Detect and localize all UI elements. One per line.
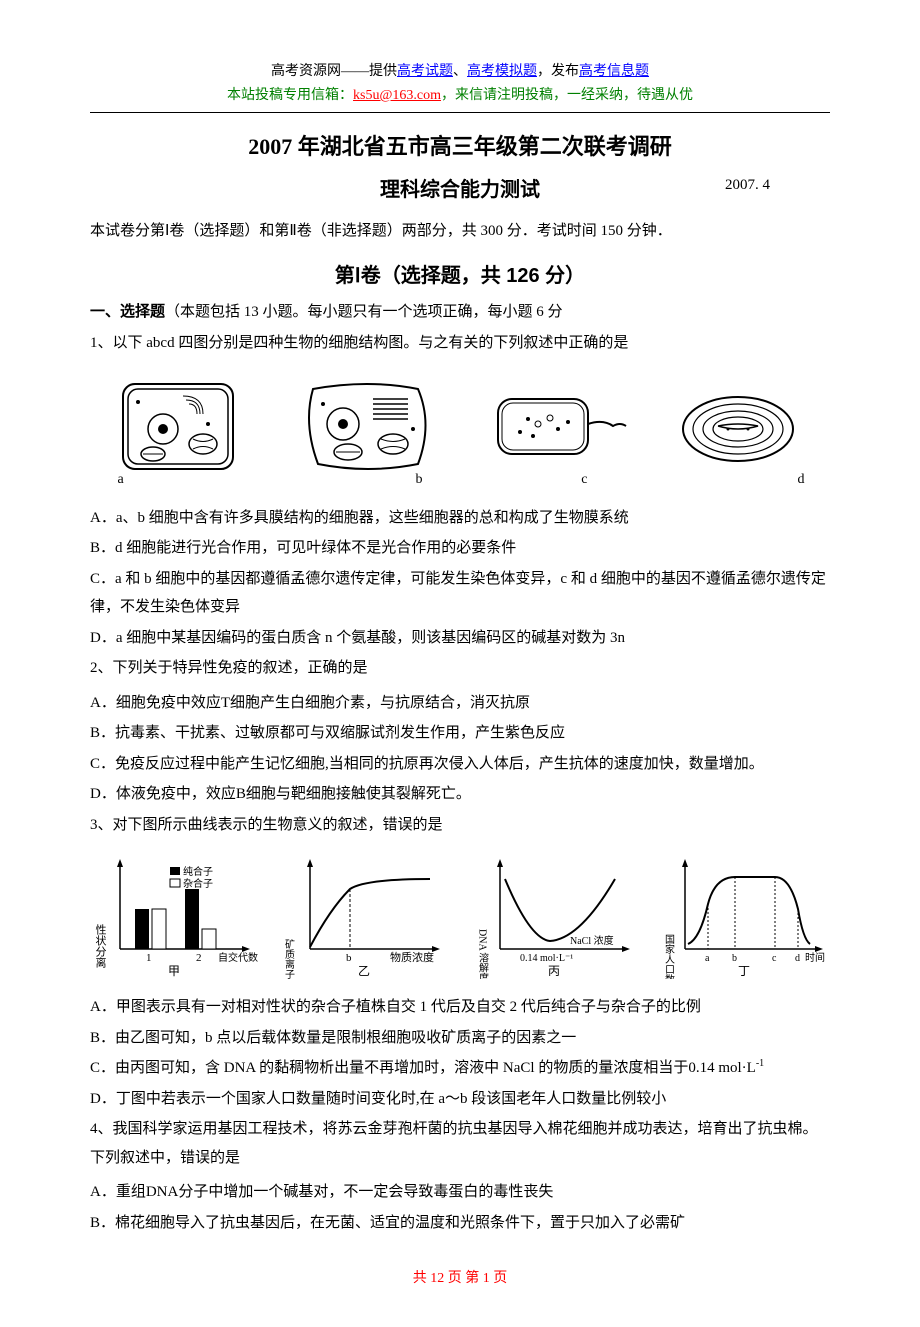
section-head-bold: 一、选择题 xyxy=(90,303,165,320)
q3-option-a: A．甲图表示具有一对相对性状的杂合子植株自交 1 代后及自交 2 代后纯合子与杂… xyxy=(90,993,830,1022)
q4-option-b: B．棉花细胞导入了抗虫基因后，在无菌、适宜的温度和光照条件下，置于只加入了必需矿 xyxy=(90,1209,830,1238)
q4-option-a: A．重组DNA分子中增加一个碱基对，不一定会导致毒蛋白的毒性丧失 xyxy=(90,1178,830,1207)
q3-charts-row: 纯合子 杂合子 性状分离 1 2 自交代数 甲 矿质离子吸收相对量 b 物质浓度… xyxy=(90,849,830,979)
chart-yi: 矿质离子吸收相对量 b 物质浓度 乙 xyxy=(280,849,450,979)
cell-d-label: d xyxy=(798,472,805,488)
q1-option-c: C．a 和 b 细胞中的基因都遵循孟德尔遗传定律，可能发生染色体变异，c 和 d… xyxy=(90,565,830,622)
header-line-1: 高考资源网——提供高考试题、高考模拟题，发布高考信息题 xyxy=(90,60,830,80)
cell-a-svg xyxy=(108,374,258,484)
header-mid: ，发布 xyxy=(537,64,579,79)
legend-2: 杂合子 xyxy=(183,877,213,890)
ding-ylabel: 国家人口数量 xyxy=(663,934,675,979)
bing-xlabel: NaCl 浓度 xyxy=(570,934,614,947)
header-sep1: 、 xyxy=(453,64,467,79)
subtitle-row: 理科综合能力测试 2007. 4 xyxy=(90,173,830,202)
cell-d-svg xyxy=(663,374,813,484)
section-1-title: 第Ⅰ卷（选择题，共 126 分） xyxy=(90,259,830,288)
ding-c: c xyxy=(772,953,777,964)
yi-name: 乙 xyxy=(358,964,370,978)
legend-1: 纯合子 xyxy=(183,865,213,878)
question-1: 1、以下 abcd 四图分别是四种生物的细胞结构图。与之有关的下列叙述中正确的是 xyxy=(90,329,830,358)
question-4: 4、我国科学家运用基因工程技术，将苏云金芽孢杆菌的抗虫基因导入棉花细胞并成功表达… xyxy=(90,1115,830,1172)
intro-text: 本试卷分第Ⅰ卷（选择题）和第Ⅱ卷（非选择题）两部分，共 300 分．考试时间 1… xyxy=(90,218,830,245)
page-footer: 共 12 页 第 1 页 xyxy=(90,1267,830,1287)
section-1-head: 一、选择题（本题包括 13 小题。每小题只有一个选项正确，每小题 6 分 xyxy=(90,300,830,321)
q3-option-d: D．丁图中若表示一个国家人口数量随时间变化时,在 a～b 段该国老年人口数量比例… xyxy=(90,1085,830,1114)
cell-c-label: c xyxy=(581,472,587,488)
q1-figure-row: a b c xyxy=(90,374,830,484)
yi-xlabel: 物质浓度 xyxy=(390,950,434,964)
q3-option-b: B．由乙图可知，b 点以后载体数量是限制根细胞吸收矿质离子的因素之一 xyxy=(90,1024,830,1053)
cell-figure-c: c xyxy=(478,374,628,484)
yi-b: b xyxy=(346,952,352,964)
jia-x1: 1 xyxy=(146,952,152,964)
q2-option-a: A．细胞免疫中效应T细胞产生白细胞介素，与抗原结合，消灭抗原 xyxy=(90,689,830,718)
jia-x2: 2 xyxy=(196,952,202,964)
header-link-3[interactable]: 高考信息题 xyxy=(579,64,649,79)
header-divider xyxy=(90,112,830,113)
chart-ding: 国家人口数量 a b c d 时间 丁 xyxy=(660,849,830,979)
ding-d: d xyxy=(795,953,800,964)
yi-ylabel: 矿质离子吸收相对量 xyxy=(283,938,295,979)
subtitle: 理科综合能力测试 xyxy=(380,173,540,202)
q2-option-b: B．抗毒素、干扰素、过敏原都可与双缩脲试剂发生作用，产生紫色反应 xyxy=(90,719,830,748)
ding-a: a xyxy=(705,953,710,964)
header-pre: 高考资源网——提供 xyxy=(271,64,397,79)
q1-option-d: D．a 细胞中某基因编码的蛋白质含 n 个氨基酸，则该基因编码区的碱基对数为 3… xyxy=(90,624,830,653)
bing-tick: 0.14 mol·L⁻¹ xyxy=(520,953,573,964)
section-head-rest: （本题包括 13 小题。每小题只有一个选项正确，每小题 6 分 xyxy=(165,304,563,320)
jia-name: 甲 xyxy=(168,964,180,978)
cell-a-label: a xyxy=(118,472,124,488)
cell-c-svg xyxy=(478,374,628,484)
header-line2-pre: 本站投稿专用信箱： xyxy=(227,88,353,103)
jia-ylabel: 性状分离 xyxy=(94,923,107,969)
chart-bing: DNA 溶解度 NaCl 浓度 0.14 mol·L⁻¹ 丙 xyxy=(470,849,640,979)
ding-xlabel: 时间 xyxy=(805,951,825,964)
q3-option-c: C．由丙图可知，含 DNA 的黏稠物析出量不再增加时，溶液中 NaCl 的物质的… xyxy=(90,1054,830,1083)
question-3: 3、对下图所示曲线表示的生物意义的叙述，错误的是 xyxy=(90,811,830,840)
bing-name: 丙 xyxy=(548,964,560,978)
q2-option-d: D．体液免疫中，效应B细胞与靶细胞接触使其裂解死亡。 xyxy=(90,780,830,809)
cell-figure-a: a xyxy=(108,374,258,484)
question-2: 2、下列关于特异性免疫的叙述，正确的是 xyxy=(90,654,830,683)
header-link-2[interactable]: 高考模拟题 xyxy=(467,64,537,79)
chart-jia: 纯合子 杂合子 性状分离 1 2 自交代数 甲 xyxy=(90,849,260,979)
bing-ylabel: DNA 溶解度 xyxy=(477,929,489,979)
q1-option-b: B．d 细胞能进行光合作用，可见叶绿体不是光合作用的必要条件 xyxy=(90,534,830,563)
header-email[interactable]: ks5u@163.com xyxy=(353,88,441,103)
cell-figure-d: d xyxy=(663,374,813,484)
cell-figure-b: b xyxy=(293,374,443,484)
ding-b: b xyxy=(732,953,737,964)
ding-name: 丁 xyxy=(738,964,750,978)
q2-option-c: C．免疫反应过程中能产生记忆细胞,当相同的抗原再次侵入人体后，产生抗体的速度加快… xyxy=(90,750,830,779)
header-link-1[interactable]: 高考试题 xyxy=(397,64,453,79)
header-line2-post: ，来信请注明投稿，一经采纳，待遇从优 xyxy=(441,88,693,103)
q3-optc-sup: -1 xyxy=(756,1058,764,1069)
cell-b-svg xyxy=(293,374,443,484)
jia-xlabel: 自交代数 xyxy=(218,951,258,964)
q1-option-a: A．a、b 细胞中含有许多具膜结构的细胞器，这些细胞器的总和构成了生物膜系统 xyxy=(90,504,830,533)
header-line-2: 本站投稿专用信箱：ks5u@163.com，来信请注明投稿，一经采纳，待遇从优 xyxy=(90,84,830,104)
exam-date: 2007. 4 xyxy=(725,177,770,194)
cell-b-label: b xyxy=(416,472,423,488)
page-title: 2007 年湖北省五市高三年级第二次联考调研 xyxy=(90,129,830,161)
q3-optc-pre: C．由丙图可知，含 DNA 的黏稠物析出量不再增加时，溶液中 NaCl 的物质的… xyxy=(90,1060,756,1076)
